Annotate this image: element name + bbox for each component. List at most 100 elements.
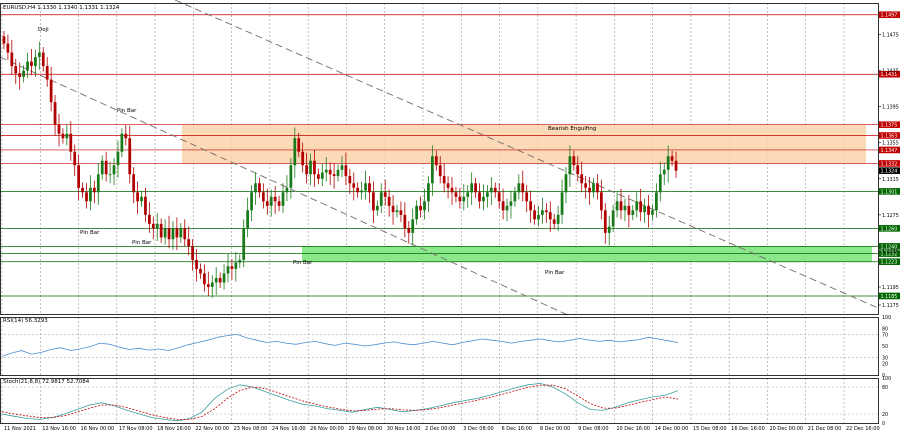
candle-body [372,192,375,211]
candle-body [136,192,139,202]
candle-body [521,183,525,193]
support-zone [302,246,872,262]
candle-body [22,70,25,77]
y-tick-label: 1.1395 [882,105,899,111]
candle-body [116,151,120,166]
candle-body [348,176,352,184]
trendline [174,0,879,309]
candle-body [505,205,509,211]
candle-body [254,183,257,193]
candle-body [230,266,234,269]
candle-body [96,174,100,193]
price-tag [879,160,900,167]
candle-body [458,196,462,202]
x-tick-label: 22 Nov 00:00 [195,426,229,432]
candle-body [674,160,678,171]
candle-body [269,196,273,206]
stoch-line [1,382,679,422]
price-tag-label: 1.1232 [881,252,898,258]
resistance-zone [182,124,866,164]
candle-body [187,239,191,247]
price-tag-label: 1.1301 [881,189,898,195]
pattern-annotation: Doji [38,27,49,33]
candle-body [100,160,104,175]
candle-body [53,102,57,125]
candle-body [509,201,513,206]
candle-body [525,192,529,202]
vertical-grid [1,3,845,423]
candle-body [344,165,348,177]
candle-body [34,57,37,67]
candle-body [552,219,556,224]
candle-body [643,205,646,213]
candle-body [336,169,340,177]
candle-body [30,61,33,67]
candle-body [666,156,670,170]
x-tick-label: 14 Dec 00:00 [655,426,689,432]
annotations-layer: Doji Pin Bar Pin Bar Pin Bar Pin Bar Bearish … [38,27,596,276]
candle-body [175,228,179,238]
price-tag [879,188,900,195]
candle-body [328,169,332,175]
candle-body [305,165,308,175]
candle-body [599,192,603,211]
x-tick-label: 9 Dec 08:00 [578,426,608,432]
candle-body [293,138,297,166]
candle-body [320,172,324,179]
candle-body [10,52,14,67]
candle-body [446,183,450,188]
candle-body [478,192,481,202]
x-tick-label: 17 Nov 08:00 [119,426,153,432]
candle-body [37,52,41,58]
candle-body [61,133,65,139]
candle-body [596,183,599,193]
price-tag [879,243,900,250]
candle-body [210,282,214,287]
rsi-tick-label: 100 [882,315,891,321]
candle-body [124,133,128,139]
candle-body [81,187,84,193]
candle-body [104,160,108,175]
x-tick-label: 26 Nov 00:00 [310,426,344,432]
price-tag [879,250,900,257]
candle-body [171,228,175,240]
x-tick-label: 15 Dec 08:00 [693,426,727,432]
horizontal-levels-layer [0,14,878,297]
candle-body [18,73,22,77]
candle-body [568,156,572,175]
candle-body [155,223,159,229]
candle-body [580,174,584,184]
candle-body [423,201,426,211]
candle-body [273,196,277,202]
candle-body [340,165,344,170]
candle-body [419,205,422,211]
candle-body [132,174,136,193]
candle-body [317,174,320,179]
candle-body [427,183,430,202]
price-tag-label: 1.1431 [881,72,898,78]
candle-body [261,192,265,202]
candle-body [537,214,540,220]
price-tag [879,11,900,19]
candle-body [226,266,230,274]
stoch-line [1,384,679,420]
x-tick-label: 18 Nov 16:00 [157,426,191,432]
x-tick-label: 6 Dec 16:00 [502,426,532,432]
price-tag-label: 1.1260 [881,226,898,232]
x-tick-label: 21 Dec 08:00 [808,426,842,432]
price-tag-label: 1.1375 [881,123,898,129]
candle-body [450,187,454,193]
candle-body [482,196,485,202]
rsi-tick-label: 20 [882,361,888,367]
candle-body [144,196,147,215]
price-tag [879,225,900,232]
y-tick-label: 1.1175 [882,303,899,309]
candle-body [128,138,132,175]
y-tick-label: 1.1355 [882,141,899,147]
candle-body [163,228,167,238]
candle-body [242,228,246,260]
candle-body [57,124,61,134]
candle-body [14,66,18,74]
candle-body [415,205,419,220]
